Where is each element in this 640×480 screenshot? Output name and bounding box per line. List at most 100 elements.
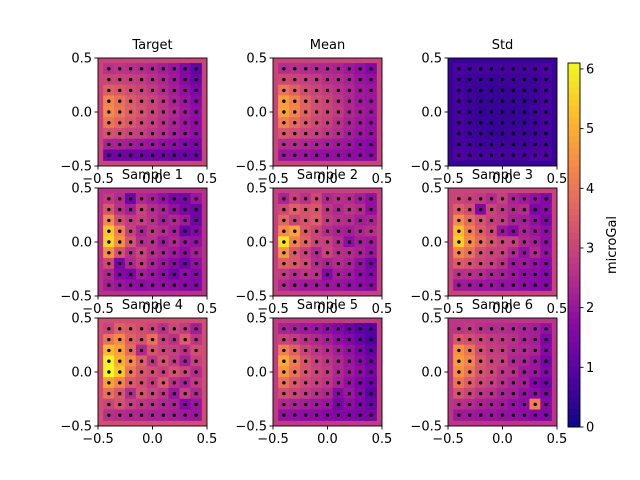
observation-point [129,88,133,93]
observation-point [479,261,483,266]
observation-point [479,283,483,287]
y-tick-label: 0.0 [246,106,267,121]
panel-title: Sample 6 [472,298,533,313]
colorbar-tick-label: 2 [586,301,594,316]
observation-point [500,359,505,363]
observation-point [325,359,330,363]
observation-point [533,153,537,157]
observation-point [325,413,330,417]
observation-point [533,229,537,233]
observation-point [183,348,187,353]
observation-point [172,197,176,201]
observation-point [358,142,362,147]
colorbar-segment [568,293,580,300]
observation-point [325,197,330,201]
observation-point [522,240,526,244]
observation-point [457,283,461,287]
observation-point [139,99,144,103]
x-tick-label: 0.5 [372,172,393,187]
colorbar-segment [568,250,580,258]
observation-point [293,272,297,277]
observation-point [107,197,111,201]
observation-point [314,402,319,407]
observation-point [500,121,505,125]
observation-point [468,327,472,331]
observation-point [161,218,166,223]
observation-point [150,153,155,157]
observation-point [468,348,472,353]
observation-point [293,99,297,103]
observation-point [107,413,111,417]
observation-point [468,402,472,407]
colorbar-segment [568,80,580,88]
observation-point [468,88,472,93]
observation-point [533,402,537,407]
observation-point [347,251,351,255]
observation-point [118,77,122,82]
observation-point [314,218,319,223]
observation-point [325,348,330,353]
observation-point [172,402,176,407]
x-tick-label: 0.5 [197,432,218,447]
observation-point [282,381,286,385]
colorbar-segment [568,408,580,416]
observation-point [511,121,516,125]
colorbar-segment [568,147,580,155]
colorbar-segment [568,165,580,173]
observation-point [150,121,155,125]
observation-point [107,402,111,407]
observation-point [172,77,176,82]
x-tick-label: −0.5 [82,172,114,187]
observation-point [511,131,516,136]
observation-point [533,251,537,255]
observation-point [533,261,537,266]
observation-point [304,142,308,147]
colorbar-segment [568,353,580,361]
observation-point [479,218,483,223]
observation-point [139,153,144,157]
observation-point [139,348,144,353]
colorbar-segment [568,244,580,252]
observation-point [522,110,526,114]
observation-point [457,402,461,407]
observation-point [304,77,308,82]
observation-point [479,110,483,114]
observation-point [457,77,461,82]
observation-point [139,197,144,201]
colorbar-segment [568,159,580,167]
observation-point [129,337,133,342]
x-tick-label: 0.5 [197,302,218,317]
observation-point [358,327,362,331]
colorbar-segment [568,184,580,191]
observation-point [282,121,286,125]
observation-point [500,370,505,374]
observation-point [304,229,308,233]
observation-point [544,359,548,363]
observation-point [107,370,111,374]
observation-point [489,197,494,201]
observation-point [293,348,297,353]
observation-point [544,283,548,287]
panel-title: Sample 3 [472,168,533,183]
observation-point [150,99,155,103]
observation-point [314,327,319,331]
observation-point [325,272,330,277]
observation-point [129,381,133,385]
observation-point [161,359,166,363]
observation-point [358,261,362,266]
observation-point [468,207,472,212]
observation-point [358,131,362,136]
observation-point [479,207,483,212]
observation-point [500,153,505,157]
x-tick-label: 0.0 [142,432,163,447]
observation-point [282,413,286,417]
observation-point [457,272,461,277]
colorbar-segment [568,402,580,410]
observation-point [544,402,548,407]
observation-point [304,218,308,223]
observation-point [304,370,308,374]
observation-point [118,229,122,233]
colorbar-segment [568,123,580,131]
colorbar-segment [568,281,580,288]
